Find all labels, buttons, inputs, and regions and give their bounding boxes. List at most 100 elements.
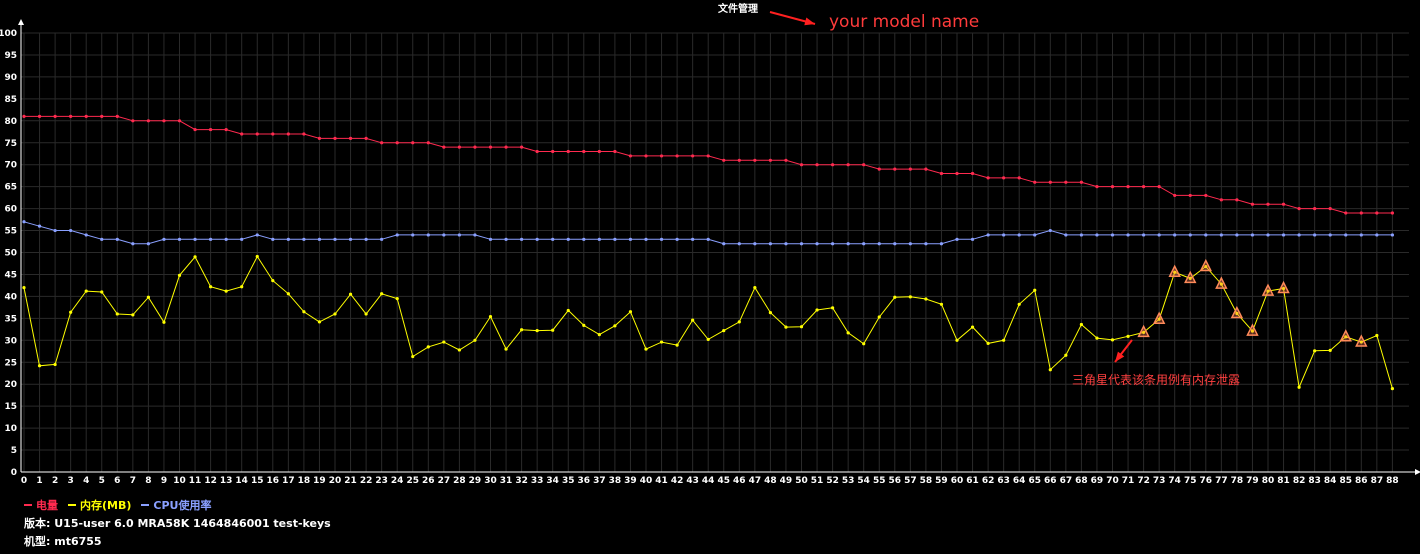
data-point-memory [566, 308, 570, 313]
data-point-cpu [908, 242, 912, 246]
data-point-cpu [473, 233, 477, 237]
data-point-cpu [893, 242, 897, 246]
data-point-memory [862, 342, 866, 346]
x-tick-label: 55 [873, 476, 886, 486]
leak-triangle-marker [1168, 264, 1181, 278]
data-point-battery [924, 167, 928, 171]
y-tick-label: 60 [4, 205, 17, 215]
device-value: mt6755 [54, 535, 102, 548]
x-tick-label: 41 [655, 476, 668, 486]
y-tick-label: 35 [4, 314, 17, 324]
data-point-cpu [53, 228, 57, 233]
data-point-battery [613, 149, 617, 154]
data-point-cpu [784, 242, 788, 246]
data-point-memory [784, 325, 788, 329]
data-point-memory [535, 329, 539, 333]
data-point-memory [333, 312, 337, 316]
x-tick-label: 73 [1153, 476, 1166, 486]
x-tick-label: 15 [251, 476, 264, 486]
x-tick-label: 22 [360, 476, 373, 486]
data-point-cpu [100, 237, 104, 241]
data-point-memory [488, 314, 493, 319]
chart-legend: 电量 内存(MB) CPU使用率 [24, 497, 211, 513]
data-point-cpu [1375, 233, 1379, 237]
data-point-cpu [597, 237, 601, 241]
data-point-battery [84, 114, 88, 119]
data-point-cpu [1204, 233, 1208, 237]
data-point-battery [286, 132, 290, 136]
data-point-memory [986, 341, 990, 345]
data-point-cpu [146, 242, 150, 246]
data-point-memory [1079, 322, 1083, 327]
data-point-memory [1235, 311, 1239, 316]
data-point-battery [535, 149, 539, 154]
data-point-cpu [566, 237, 570, 241]
data-point-cpu [240, 237, 244, 241]
data-point-cpu [924, 242, 928, 246]
data-point-battery [100, 114, 104, 119]
x-tick-label: 68 [1075, 476, 1088, 486]
data-point-battery [846, 163, 850, 167]
data-point-cpu [737, 242, 741, 246]
y-tick-label: 25 [4, 358, 17, 368]
data-point-cpu [675, 237, 679, 241]
data-point-battery [1095, 185, 1099, 189]
legend-item-cpu[interactable]: CPU使用率 [141, 497, 211, 513]
data-point-battery [504, 145, 508, 149]
y-tick-label: 10 [4, 424, 17, 434]
x-tick-label: 24 [391, 476, 404, 486]
data-point-battery [395, 141, 399, 145]
data-point-memory [255, 254, 259, 259]
data-point-cpu [659, 237, 664, 241]
data-point-memory [84, 289, 88, 293]
data-point-battery [240, 132, 244, 136]
data-point-memory [302, 310, 306, 314]
data-point-memory [939, 302, 944, 306]
legend-item-battery[interactable]: 电量 [24, 497, 58, 513]
legend-label-battery: 电量 [36, 499, 58, 512]
data-point-battery [131, 119, 135, 123]
data-point-memory [1095, 336, 1099, 340]
data-point-cpu [768, 242, 773, 246]
data-point-battery [582, 149, 586, 154]
data-point-memory [597, 332, 601, 337]
x-tick-label: 50 [795, 476, 808, 486]
data-point-battery [877, 167, 881, 171]
data-point-cpu [1281, 233, 1286, 237]
data-point-battery [1297, 207, 1301, 211]
leak-triangle-marker [1277, 280, 1290, 294]
data-point-cpu [1064, 233, 1068, 237]
data-point-cpu [22, 220, 26, 224]
data-point-battery [1359, 211, 1363, 215]
data-point-memory [473, 338, 477, 342]
data-point-battery [566, 149, 570, 154]
x-tick-label: 35 [562, 476, 575, 486]
data-point-cpu [1126, 233, 1130, 237]
data-point-battery [644, 154, 648, 158]
data-point-battery [1219, 198, 1223, 202]
data-point-battery [970, 171, 975, 176]
data-point-battery [1235, 198, 1239, 202]
data-point-cpu [302, 237, 306, 241]
data-point-memory [1250, 329, 1255, 333]
x-tick-label: 40 [640, 476, 653, 486]
legend-item-memory[interactable]: 内存(MB) [68, 497, 131, 513]
data-point-memory [613, 324, 617, 328]
data-point-battery [1048, 180, 1052, 184]
x-tick-label: 53 [842, 476, 855, 486]
leak-triangle-marker [1246, 323, 1259, 336]
data-point-memory [1126, 334, 1130, 338]
x-tick-label: 33 [531, 476, 544, 486]
data-point-cpu [1359, 233, 1363, 237]
data-point-battery [115, 114, 119, 119]
x-tick-label: 29 [469, 476, 482, 486]
data-point-cpu [846, 242, 850, 246]
data-point-memory [395, 296, 399, 301]
model-name-annotation: your model name [829, 12, 980, 32]
data-point-battery [1390, 211, 1394, 215]
data-point-cpu [177, 237, 182, 241]
data-point-battery [1157, 185, 1161, 189]
data-point-memory [691, 318, 695, 322]
data-point-memory [100, 290, 104, 294]
data-point-battery [1188, 193, 1192, 198]
